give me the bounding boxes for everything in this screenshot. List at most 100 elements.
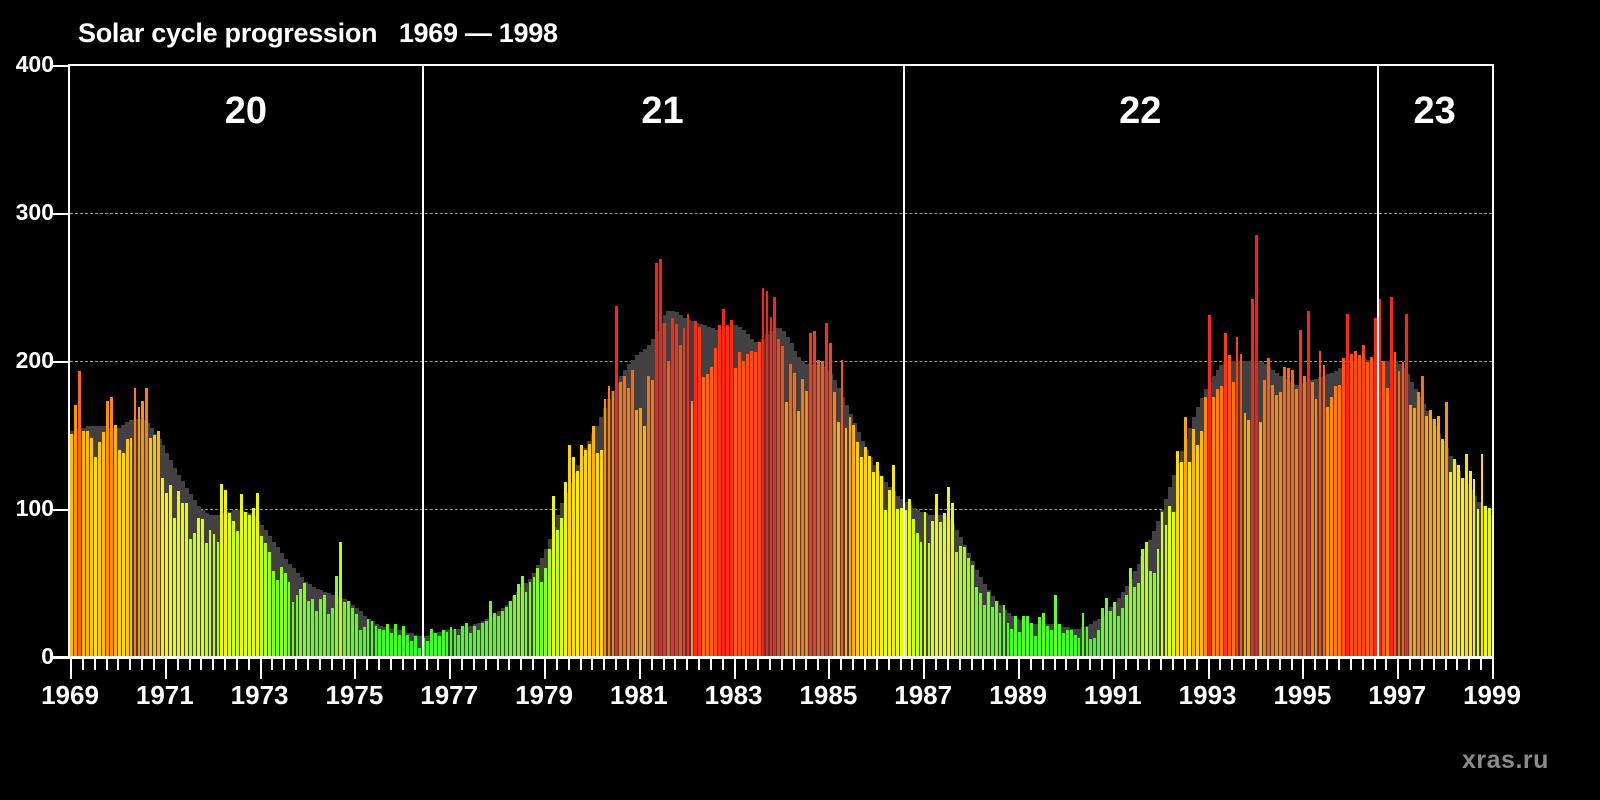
bar-column	[884, 510, 887, 657]
bar-column	[1267, 358, 1271, 657]
bar-column	[327, 614, 330, 657]
x-tick-minor	[81, 659, 84, 670]
bar-column	[595, 452, 599, 657]
bar-column	[390, 633, 394, 657]
cycle-divider-22	[903, 64, 906, 657]
x-tick-minor	[1089, 659, 1092, 670]
bar-column	[1358, 355, 1361, 657]
x-tick-minor	[141, 659, 144, 670]
x-tick-minor	[662, 659, 665, 670]
bar-column	[986, 591, 990, 657]
bar-column	[627, 387, 631, 657]
page-title: Solar cycle progression 1969 — 1998	[78, 18, 558, 48]
x-tick-minor	[650, 659, 653, 670]
bar-column	[1283, 366, 1286, 657]
bar-column	[651, 380, 654, 657]
x-tick-minor	[1314, 659, 1317, 670]
y-tick-mark-0	[52, 657, 70, 659]
y-tick-mark-400	[52, 65, 70, 67]
bar-column	[90, 437, 93, 657]
bar-column	[216, 541, 220, 657]
bar-column	[1472, 479, 1476, 657]
bar-column	[315, 611, 319, 657]
bar-column	[694, 321, 698, 657]
bar-column	[378, 628, 382, 657]
bar-column	[161, 477, 165, 657]
x-tick-label-1991: 1991	[1083, 680, 1142, 710]
x-tick-minor	[378, 659, 381, 670]
bar-column	[662, 322, 666, 657]
bar-column	[180, 503, 184, 657]
bar-column	[824, 322, 828, 657]
bar-column	[765, 291, 769, 657]
bar-column	[1057, 624, 1061, 657]
bar-column	[299, 588, 303, 657]
bar-column	[457, 634, 461, 657]
bar-column	[1053, 594, 1057, 657]
x-tick-minor	[224, 659, 227, 670]
x-tick-minor	[698, 659, 701, 670]
bar-column	[402, 625, 406, 657]
bar-column	[1385, 387, 1389, 657]
x-tick-minor	[235, 659, 238, 670]
bar-column	[228, 513, 232, 657]
bar-column	[516, 584, 520, 657]
bar-column	[1093, 637, 1097, 657]
x-tick-minor	[520, 659, 523, 670]
bar-column	[1417, 392, 1421, 657]
bar-column	[358, 630, 362, 657]
x-tick-minor	[1420, 659, 1423, 670]
bar-column	[394, 624, 398, 657]
bar-column	[512, 594, 516, 657]
bar-column	[70, 433, 74, 657]
bar-column	[374, 625, 378, 657]
x-tick-label-1979: 1979	[515, 680, 573, 710]
bar-column	[366, 618, 370, 657]
cycle-label-20: 20	[224, 90, 267, 132]
bar-column	[437, 636, 441, 657]
x-tick-minor	[1432, 659, 1435, 670]
bar-column	[923, 511, 927, 657]
bar-column	[1298, 329, 1302, 657]
bar-column	[895, 509, 899, 657]
bar-column	[812, 331, 816, 657]
x-tick-minor	[1029, 659, 1032, 670]
bar-column	[153, 435, 157, 657]
bar-column	[311, 599, 315, 657]
bar-column	[1425, 415, 1429, 657]
bar-column	[643, 426, 646, 657]
x-tick-minor	[804, 659, 807, 670]
bar-column	[1046, 625, 1049, 657]
x-tick-minor	[152, 659, 155, 670]
bar-column	[500, 611, 504, 657]
bar-column	[98, 442, 101, 657]
x-tick-minor	[591, 659, 594, 670]
bar-column	[615, 306, 619, 657]
bar-column	[208, 529, 212, 657]
bar-column	[1168, 506, 1172, 657]
bar-column	[1302, 375, 1306, 657]
bar-column	[449, 627, 453, 657]
bar-column	[370, 621, 374, 657]
bar-column	[1460, 477, 1464, 657]
bar-column	[469, 633, 473, 657]
bar-column	[441, 630, 445, 657]
x-tick-minor	[366, 659, 369, 670]
x-tick-minor	[472, 659, 475, 670]
x-tick-major	[449, 659, 452, 679]
x-tick-minor	[93, 659, 96, 670]
bar-column	[267, 551, 271, 657]
y-tick-label-400: 400	[15, 51, 54, 77]
x-tick-minor	[1480, 659, 1483, 670]
cycle-divider-21	[421, 64, 424, 657]
bar-column	[741, 361, 745, 657]
bar-column	[1211, 396, 1215, 657]
bar-column	[1219, 386, 1223, 657]
bar-column	[335, 575, 338, 657]
bar-column	[801, 378, 804, 657]
bar-column	[631, 369, 635, 657]
bar-column	[955, 551, 959, 657]
x-tick-minor	[1444, 659, 1447, 670]
bar-column	[840, 359, 844, 657]
bar-column	[406, 634, 409, 657]
